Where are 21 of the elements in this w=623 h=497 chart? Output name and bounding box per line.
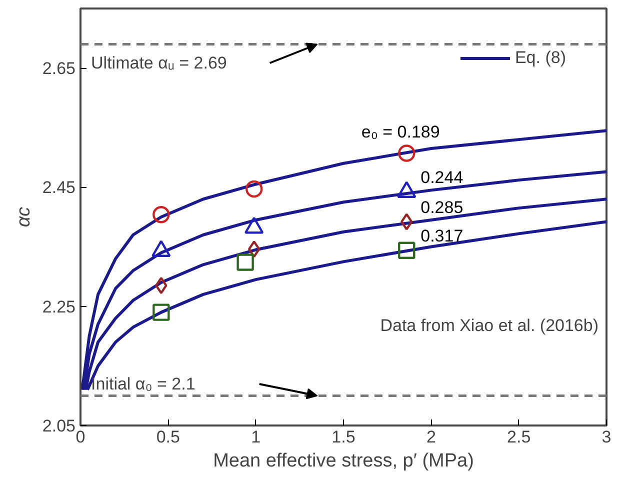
y-tick-label: 2.45 (42, 178, 76, 198)
ref-line-label: Ultimate αᵤ = 2.69 (91, 54, 227, 73)
x-tick-label: 2.5 (507, 428, 531, 446)
y-tick-label: 2.65 (42, 59, 76, 78)
y-tick-label: 2.05 (42, 416, 76, 436)
x-tick-label: 2 (426, 428, 436, 446)
x-tick-label: 1 (251, 428, 261, 446)
x-tick-label: 1.5 (332, 428, 356, 446)
series-label: 0.285 (420, 198, 464, 217)
annotation: Data from Xiao et al. (2016b) (380, 316, 599, 335)
series-label: e₀ = 0.189 (361, 122, 440, 142)
x-tick-label: 0.5 (156, 428, 180, 446)
legend-label: Eq. (8) (514, 48, 566, 68)
series-label: 0.244 (420, 168, 464, 187)
y-tick-label: 2.25 (42, 297, 76, 316)
x-axis-title: Mean effective stress, p′ (MPa) (213, 450, 474, 472)
series-label: 0.317 (420, 226, 464, 246)
y-axis-title: αc (13, 206, 34, 228)
x-tick-label: 3 (602, 428, 612, 446)
x-tick-label: 0 (76, 428, 86, 446)
ref-line-label: Initial α₀ = 2.1 (91, 374, 196, 394)
